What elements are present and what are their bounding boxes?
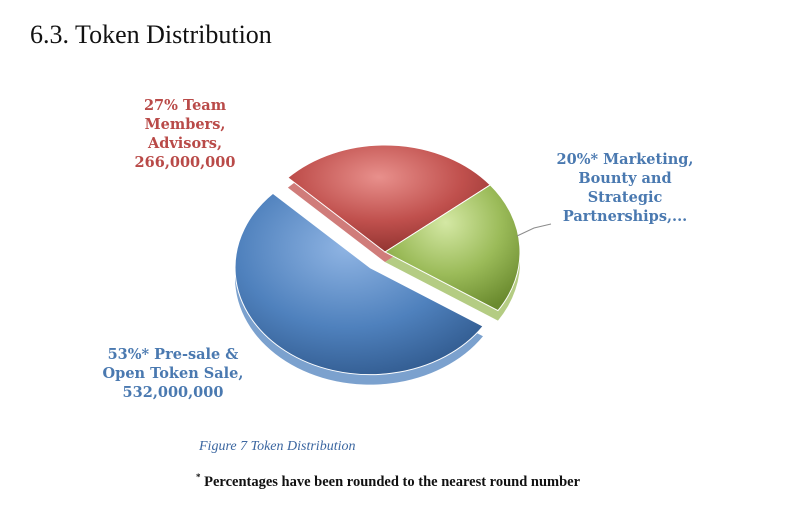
footnote-text: Percentages have been rounded to the nea… [200, 474, 581, 490]
label-presale: 53%* Pre-sale & Open Token Sale, 532,000,0… [98, 345, 248, 402]
label-team-line: 27% Team [143, 97, 227, 114]
figure-caption: Figure 7 Token Distribution [199, 439, 356, 454]
label-team-line: Advisors, [147, 135, 222, 152]
label-marketing-line: 20%* Marketing, [556, 151, 694, 168]
label-presale-line: 53%* Pre-sale & [107, 346, 239, 363]
label-presale-line: 532,000,000 [122, 384, 224, 401]
marketing-leader-line [516, 223, 552, 237]
pie-slice-marketing [383, 184, 521, 312]
label-team-line: Members, [144, 116, 226, 133]
label-marketing-line: Partnerships,... [562, 208, 688, 225]
label-marketing-line: Strategic [587, 189, 663, 206]
label-team: 27% Team Members, Advisors, 266,000,000 [122, 96, 248, 172]
label-team-line: 266,000,000 [134, 154, 236, 171]
footnote-mark: * [196, 472, 201, 482]
section-heading: 6.3. Token Distribution [30, 20, 272, 49]
footnote: * Percentages have been rounded to the n… [196, 472, 580, 491]
label-marketing: 20%* Marketing, Bounty and Strategic Partne… [552, 150, 698, 226]
pie-slice-team [287, 144, 492, 253]
label-marketing-line: Bounty and [578, 170, 672, 187]
pie-slice-presale [234, 192, 484, 376]
label-presale-line: Open Token Sale, [102, 365, 244, 382]
